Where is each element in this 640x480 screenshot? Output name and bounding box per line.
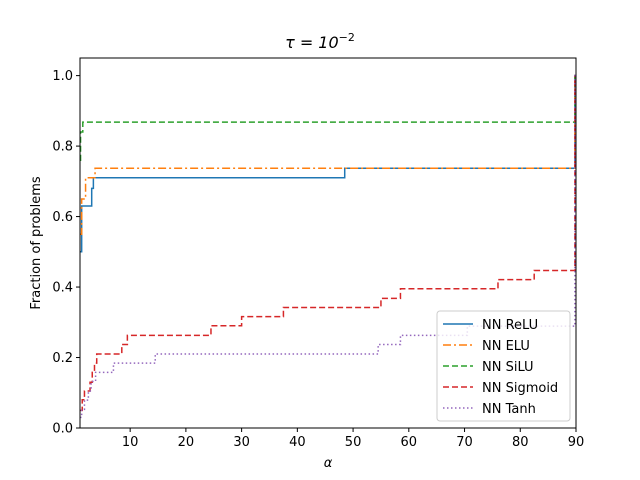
y-tick-label: 0.2: [52, 351, 73, 366]
series-line-nn-elu: [80, 74, 576, 235]
legend-box: [436, 310, 571, 422]
x-tick-label: 40: [289, 435, 306, 450]
x-tick-label: 50: [345, 435, 362, 450]
x-tick-label: 70: [456, 435, 473, 450]
y-tick-label: 0.4: [52, 281, 73, 296]
x-tick-label: 30: [233, 435, 250, 450]
y-tick-label: 1.0: [52, 69, 73, 84]
y-tick-label: 0.6: [52, 210, 73, 225]
y-tick-label: 0.8: [52, 140, 73, 155]
x-axis-label: α: [324, 456, 333, 471]
y-axis-label: Fraction of problems: [29, 176, 44, 309]
x-axis: 10 20 30 40 50 60 70 80 90: [122, 428, 584, 450]
title-exponent: −2: [339, 31, 355, 44]
y-axis: 0.0 0.2 0.4 0.6 0.8 1.0: [52, 69, 80, 437]
series-line-nn-sigmoid: [80, 74, 576, 412]
legend-label: NN SiLU: [482, 360, 534, 375]
chart-title: τ = 10−2: [285, 31, 355, 52]
x-tick-label: 10: [122, 435, 139, 450]
x-tick-label: 80: [512, 435, 529, 450]
plot-frame: [79, 57, 577, 429]
legend-label: NN ELU: [482, 339, 530, 354]
title-base: τ = 10: [285, 33, 339, 52]
x-tick-label: 20: [178, 435, 195, 450]
y-tick-label: 0.0: [52, 422, 73, 437]
plot-series: [79, 74, 576, 419]
legend-label: NN Tanh: [482, 402, 536, 417]
legend-label: NN Sigmoid: [482, 381, 558, 396]
x-tick-label: 60: [401, 435, 418, 450]
x-tick-label: 90: [568, 435, 585, 450]
legend: NN ReLU NN ELU NN SiLU NN Sigmoid NN Tanh: [436, 310, 571, 422]
legend-label: NN ReLU: [482, 318, 538, 333]
